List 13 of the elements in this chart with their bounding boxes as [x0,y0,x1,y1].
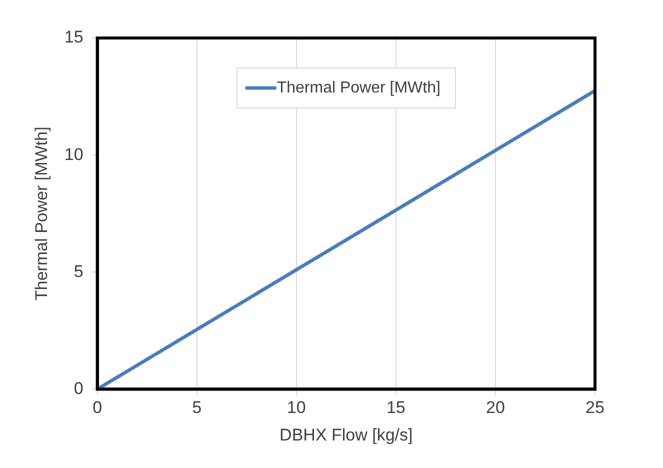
y-tick-label: 10 [64,144,84,164]
x-tick-label: 0 [92,398,102,418]
x-axis-title: DBHX Flow [kg/s] [280,425,413,444]
x-tick-label: 25 [586,398,604,418]
x-tick-label: 15 [386,398,406,418]
y-tick-label: 0 [74,378,84,398]
x-tick-label: 10 [286,398,306,418]
legend-label: Thermal Power [MWth] [276,79,440,96]
y-tick-label: 5 [74,262,84,281]
x-tick-label: 5 [192,398,202,418]
y-axis-title: Thermal Power [MWth] [32,126,51,301]
y-tick-label: 15 [64,28,84,47]
x-tick-label: 20 [486,398,505,418]
